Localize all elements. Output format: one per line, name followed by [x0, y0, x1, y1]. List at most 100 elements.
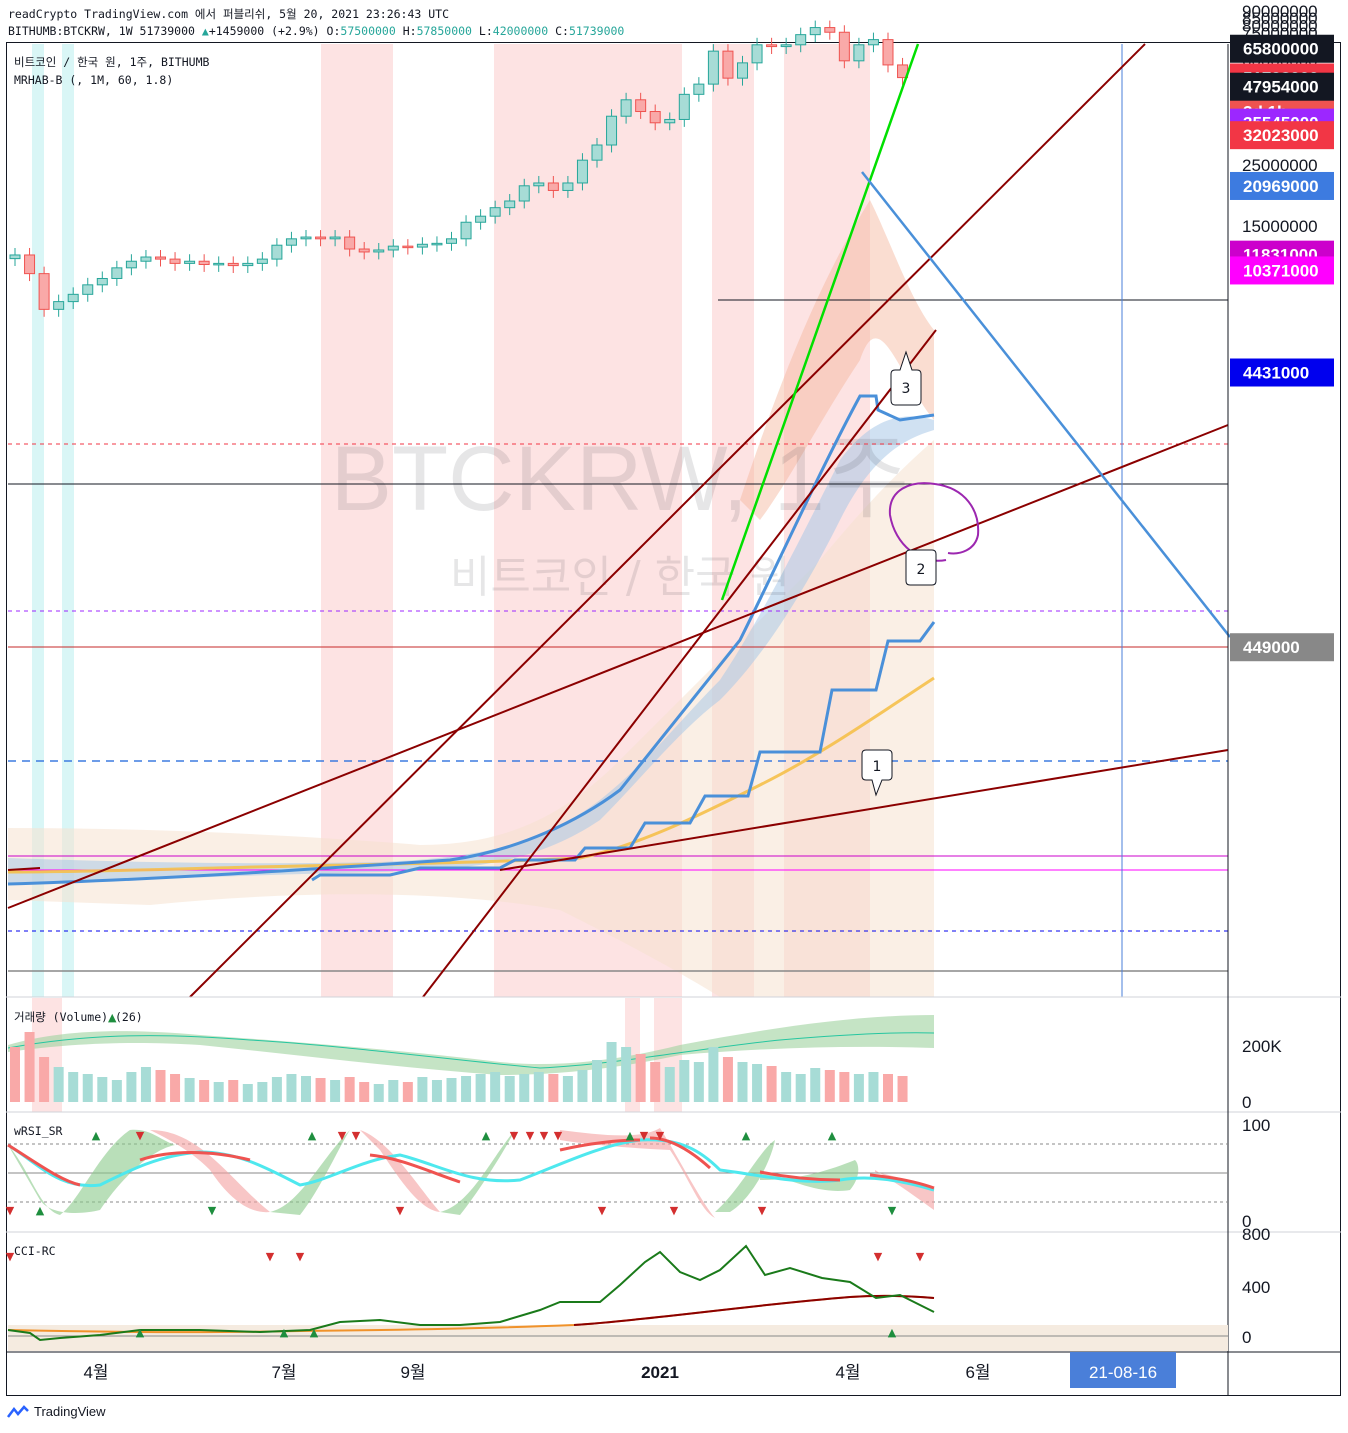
legend-symbol: 비트코인 / 한국 원, 1주, BITHUMB [14, 55, 209, 69]
volume-bar [155, 1070, 166, 1102]
candle-body [606, 115, 618, 146]
candles [9, 20, 909, 317]
candle-body [707, 50, 719, 85]
candle-body [882, 39, 894, 66]
svg-text:4431000: 4431000 [1243, 364, 1309, 383]
svg-text:4월: 4월 [835, 1363, 860, 1382]
up-arrow-icon: ▲ [742, 1129, 751, 1142]
candle-body [169, 258, 181, 264]
candle-body [737, 62, 748, 79]
candle-body [620, 99, 632, 117]
volume-bar [475, 1074, 486, 1102]
candle-body [562, 182, 574, 191]
candle-body [533, 182, 545, 187]
volume-bar [111, 1080, 122, 1102]
volume-bar [213, 1082, 224, 1102]
high-value: 57850000 [416, 24, 472, 38]
volume-bar [897, 1076, 908, 1102]
volume-bar [10, 1047, 20, 1102]
volume-pane: 거래량 (Volume) (26) ▲ 200K 0 [7, 1010, 1282, 1112]
candle-body [489, 207, 501, 217]
down-arrow-icon: ▼ [6, 1250, 15, 1263]
volume-bar [373, 1084, 384, 1102]
svg-text:0: 0 [1242, 1093, 1251, 1112]
volume-bar [359, 1082, 370, 1102]
volume-bar [664, 1067, 675, 1102]
close-value: 51739000 [568, 24, 625, 38]
low-label: L: [478, 24, 493, 38]
up-arrow-icon: ▲ [36, 1204, 45, 1217]
volume-bar [504, 1076, 515, 1102]
price-tick: 15000000 [1242, 217, 1318, 236]
candle-body [547, 182, 559, 191]
ohlc-line: BITHUMB:BTCKRW, 1W 51739000 ▲+1459000 (+… [8, 24, 624, 38]
callout-1: 1 [861, 749, 893, 797]
volume-bar [184, 1078, 195, 1102]
volume-bar [533, 1072, 544, 1102]
volume-bar [562, 1076, 573, 1102]
svg-text:2: 2 [917, 562, 926, 578]
candle-body [373, 249, 385, 253]
watermark-name: 비트코인 / 한국 원 [450, 552, 790, 603]
down-arrow-icon: ▼ [208, 1204, 217, 1217]
wrsi-pane: wRSI_SR 100 0 ▲ ▲ ▲ ▲ ▲ ▲ ▼ ▼ ▼ ▼ ▼ ▼ ▼ ▼ ▼ ▼ ▼ ▼ ▼ ▼ ▲ ▼ ▼ [6, 1116, 1271, 1231]
svg-text:449000: 449000 [1243, 638, 1300, 657]
volume-bar [388, 1080, 399, 1102]
volume-bar [766, 1066, 777, 1102]
volume-bar [286, 1074, 297, 1102]
publish-info: readCrypto TradingView.com 에서 퍼블리쉬, 5월 2… [8, 7, 450, 21]
volume-bar [257, 1082, 268, 1102]
up-arrow-icon: ▲ [828, 1129, 837, 1142]
volume-bar [795, 1074, 806, 1102]
open-value: 57500000 [340, 24, 396, 38]
volume-bar [883, 1074, 893, 1102]
volume-bar [679, 1060, 690, 1102]
volume-bar [592, 1060, 602, 1102]
candle-body [387, 245, 399, 251]
volume-bar [39, 1057, 50, 1102]
candle-body [198, 260, 210, 265]
down-arrow-icon: ▼ [670, 1204, 679, 1217]
svg-text:2021: 2021 [641, 1363, 679, 1382]
candle-body [576, 159, 588, 184]
down-arrow-icon: ▼ [136, 1129, 145, 1142]
volume-bar [737, 1062, 748, 1102]
moving-averages [7, 394, 936, 886]
svg-text:0: 0 [1242, 1328, 1251, 1347]
candle-body [213, 262, 225, 266]
candle-body [184, 260, 196, 264]
candle-body [795, 34, 807, 46]
price-tick: 80000000 [1242, 16, 1318, 35]
up-arrow-icon: ▲ [280, 1326, 289, 1339]
callout-3: 3 [890, 350, 922, 406]
candle-body [9, 254, 21, 260]
up-arrow-icon: ▲ [308, 1129, 317, 1142]
trend-lines [7, 43, 1231, 998]
volume-bar [242, 1084, 253, 1102]
volume-bar [126, 1072, 137, 1102]
volume-bar [82, 1074, 93, 1102]
volume-bar [839, 1072, 850, 1102]
svg-text:100: 100 [1242, 1116, 1270, 1135]
volume-bar [519, 1074, 530, 1102]
candle-body [780, 44, 792, 48]
candle-body [867, 39, 879, 46]
price-label: 32023000 [1230, 121, 1334, 150]
volume-bar [824, 1070, 835, 1102]
candle-body [111, 267, 123, 279]
down-arrow-icon: ▼ [526, 1129, 535, 1142]
price-tick: 85000000 [1242, 9, 1318, 28]
candle-body [344, 236, 356, 250]
tradingview-footer[interactable]: TradingView [6, 1404, 106, 1419]
volume-bar [868, 1072, 879, 1102]
watermark-symbol: BTCKRW, 1주 [331, 428, 910, 530]
volume-bar [53, 1067, 64, 1102]
price-tick: 25000000 [1242, 156, 1318, 175]
volume-bar [97, 1077, 108, 1102]
candle-body [300, 236, 312, 240]
candle-body [693, 83, 705, 95]
candle-body [242, 262, 254, 267]
cci-pane: CCI-RC 800 400 0 ▼ ▼ ▼ ▼ ▼ ▲ ▲ ▲ ▲ [6, 1225, 1270, 1351]
volume-bar [752, 1064, 763, 1102]
